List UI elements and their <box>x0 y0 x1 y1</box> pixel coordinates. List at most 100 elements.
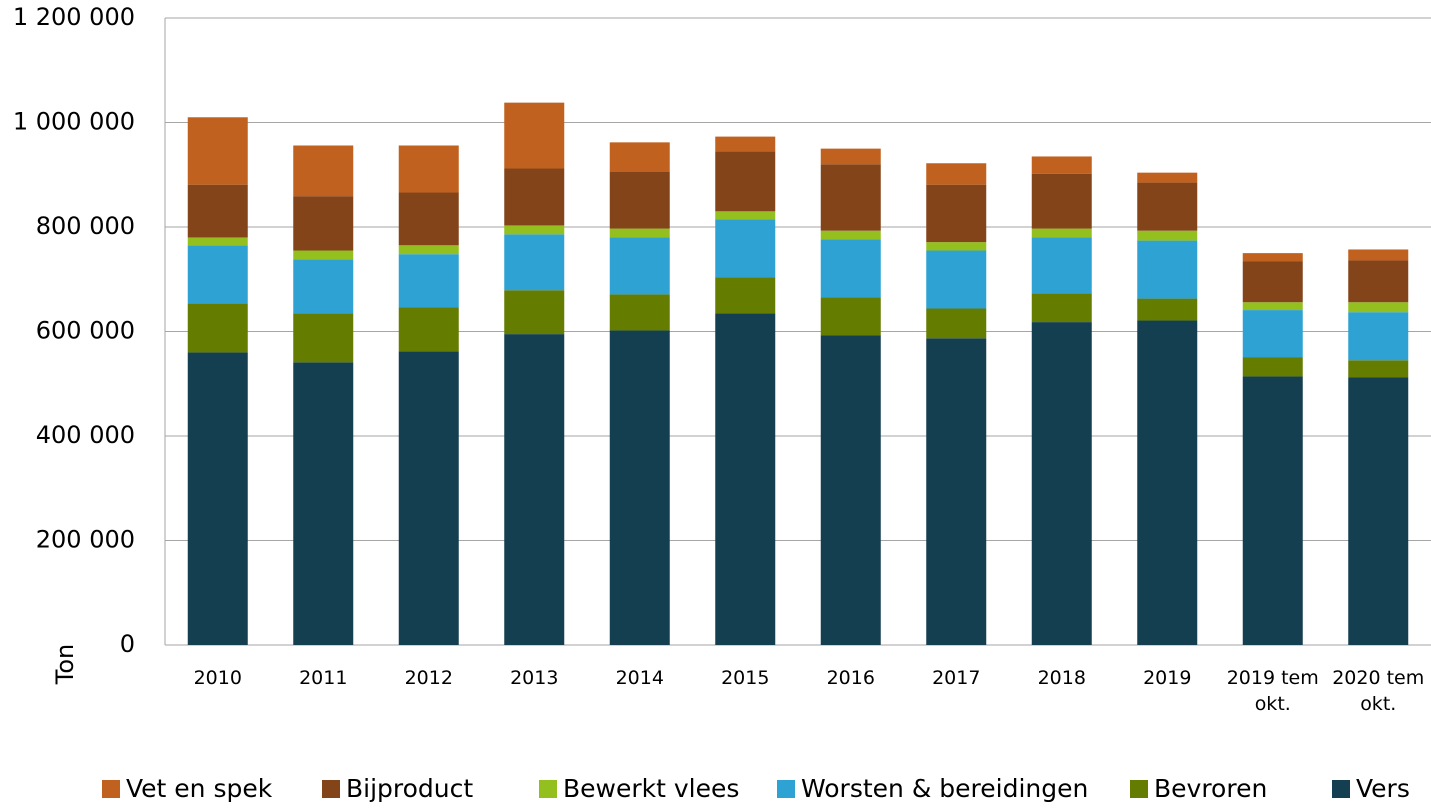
bar-segment <box>715 151 776 212</box>
bar-segment <box>187 352 248 645</box>
x-tick-label-box: 2019 tem okt. <box>1227 667 1319 715</box>
x-tick-label: 2018 <box>1037 667 1086 689</box>
legend-swatch <box>777 780 795 798</box>
bar-segment <box>1242 310 1303 358</box>
bar-segment <box>1137 298 1198 321</box>
bar-segment <box>715 211 776 220</box>
bar-segment <box>1348 260 1409 303</box>
bar-segment <box>504 234 565 291</box>
bar-segment <box>1242 376 1303 645</box>
bar-segment <box>293 259 354 314</box>
bar-segment <box>187 184 248 238</box>
bar-segment <box>398 254 459 308</box>
x-tick-label-box: 2020 tem okt. <box>1332 667 1425 715</box>
bar-segment <box>820 335 881 645</box>
bar-segment <box>187 245 248 304</box>
x-tick-label: 2015 <box>721 667 770 689</box>
legend-label: Bijproduct <box>346 774 473 803</box>
bar-segment <box>1137 182 1198 231</box>
bar-segment <box>1031 322 1092 645</box>
legend-label: Bevroren <box>1154 774 1267 803</box>
bar-segment <box>1242 357 1303 377</box>
bar-segment <box>609 228 670 238</box>
x-tick-label: 2019 <box>1143 667 1192 689</box>
y-tick-label: 200 000 <box>36 526 135 554</box>
bar-segment <box>609 171 670 229</box>
y-tick-label: 800 000 <box>36 212 135 240</box>
x-tick-label-box: 2019 <box>1143 667 1192 689</box>
bar-segment <box>820 230 881 240</box>
y-tick-label: 1 200 000 <box>13 3 135 31</box>
x-tick-label: 2017 <box>932 667 981 689</box>
bar-segment <box>293 250 354 260</box>
x-tick-label-box: 2018 <box>1037 667 1086 689</box>
bar-segment <box>1031 293 1092 323</box>
bar-segment <box>1031 156 1092 174</box>
legend-label: Worsten & bereidingen <box>801 774 1088 803</box>
bar-segment <box>1031 237 1092 294</box>
bar-segment <box>398 245 459 255</box>
bar-segment <box>1137 320 1198 645</box>
bar-segment <box>398 192 459 246</box>
y-tick-label: 1 000 000 <box>13 108 135 136</box>
bar-segment <box>1348 249 1409 261</box>
bar-segment <box>926 184 987 243</box>
bar-segment <box>187 117 248 185</box>
bar-segment <box>293 145 354 197</box>
bar-segment <box>187 303 248 353</box>
bar-segment <box>1137 230 1198 241</box>
bar-segment <box>1348 312 1409 361</box>
bar-segment <box>1031 173 1092 229</box>
bar-segment <box>926 163 987 185</box>
x-tick-label-box: 2013 <box>510 667 558 689</box>
bar-segment <box>293 196 354 251</box>
bar-segment <box>398 307 459 352</box>
y-axis-label: Ton <box>51 644 79 685</box>
x-tick-label: 2010 <box>193 667 242 689</box>
bar-segment <box>609 294 670 331</box>
bar-segment <box>504 168 565 226</box>
bar-segment <box>1137 172 1198 183</box>
bar-segment <box>820 148 881 165</box>
bar-segment <box>926 338 987 645</box>
legend-swatch <box>322 780 340 798</box>
y-tick-label: 600 000 <box>36 317 135 345</box>
bar-segment <box>504 334 565 645</box>
x-tick-label: 2020 tem okt. <box>1332 667 1425 715</box>
y-tick-label: 0 <box>120 630 135 658</box>
bar-segment <box>1242 261 1303 303</box>
legend-swatch <box>1332 780 1350 798</box>
bar-segment <box>609 142 670 172</box>
legend-label: Vet en spek <box>126 774 273 803</box>
bar-segment <box>1031 228 1092 238</box>
x-tick-label-box: 2011 <box>299 667 348 689</box>
bar-segment <box>715 136 776 152</box>
legend-label: Vers <box>1356 774 1410 803</box>
bar-segment <box>504 102 565 169</box>
bar-segment <box>1348 377 1409 645</box>
bar-segment <box>398 145 459 193</box>
bar-segment <box>715 277 776 314</box>
bar-segment <box>715 219 776 278</box>
x-tick-label-box: 2015 <box>721 667 770 689</box>
legend-label: Bewerkt vlees <box>563 774 739 803</box>
bar-segment <box>820 239 881 298</box>
x-tick-label-box: 2017 <box>932 667 981 689</box>
legend-swatch <box>539 780 557 798</box>
legend-swatch <box>1130 780 1148 798</box>
x-tick-label-box: 2010 <box>193 667 242 689</box>
bar-segment <box>715 313 776 645</box>
x-tick-label: 2012 <box>404 667 453 689</box>
x-tick-label: 2011 <box>299 667 348 689</box>
bar-segment <box>1348 360 1409 378</box>
bar-segment <box>820 164 881 231</box>
bar-segment <box>293 362 354 645</box>
y-tick-label: 400 000 <box>36 421 135 449</box>
bar-segment <box>398 351 459 645</box>
bar-segment <box>609 237 670 295</box>
x-tick-label: 2016 <box>826 667 875 689</box>
bar-segment <box>504 225 565 235</box>
bar-segment <box>1137 240 1198 299</box>
legend-swatch <box>102 780 120 798</box>
bar-segment <box>293 313 354 363</box>
